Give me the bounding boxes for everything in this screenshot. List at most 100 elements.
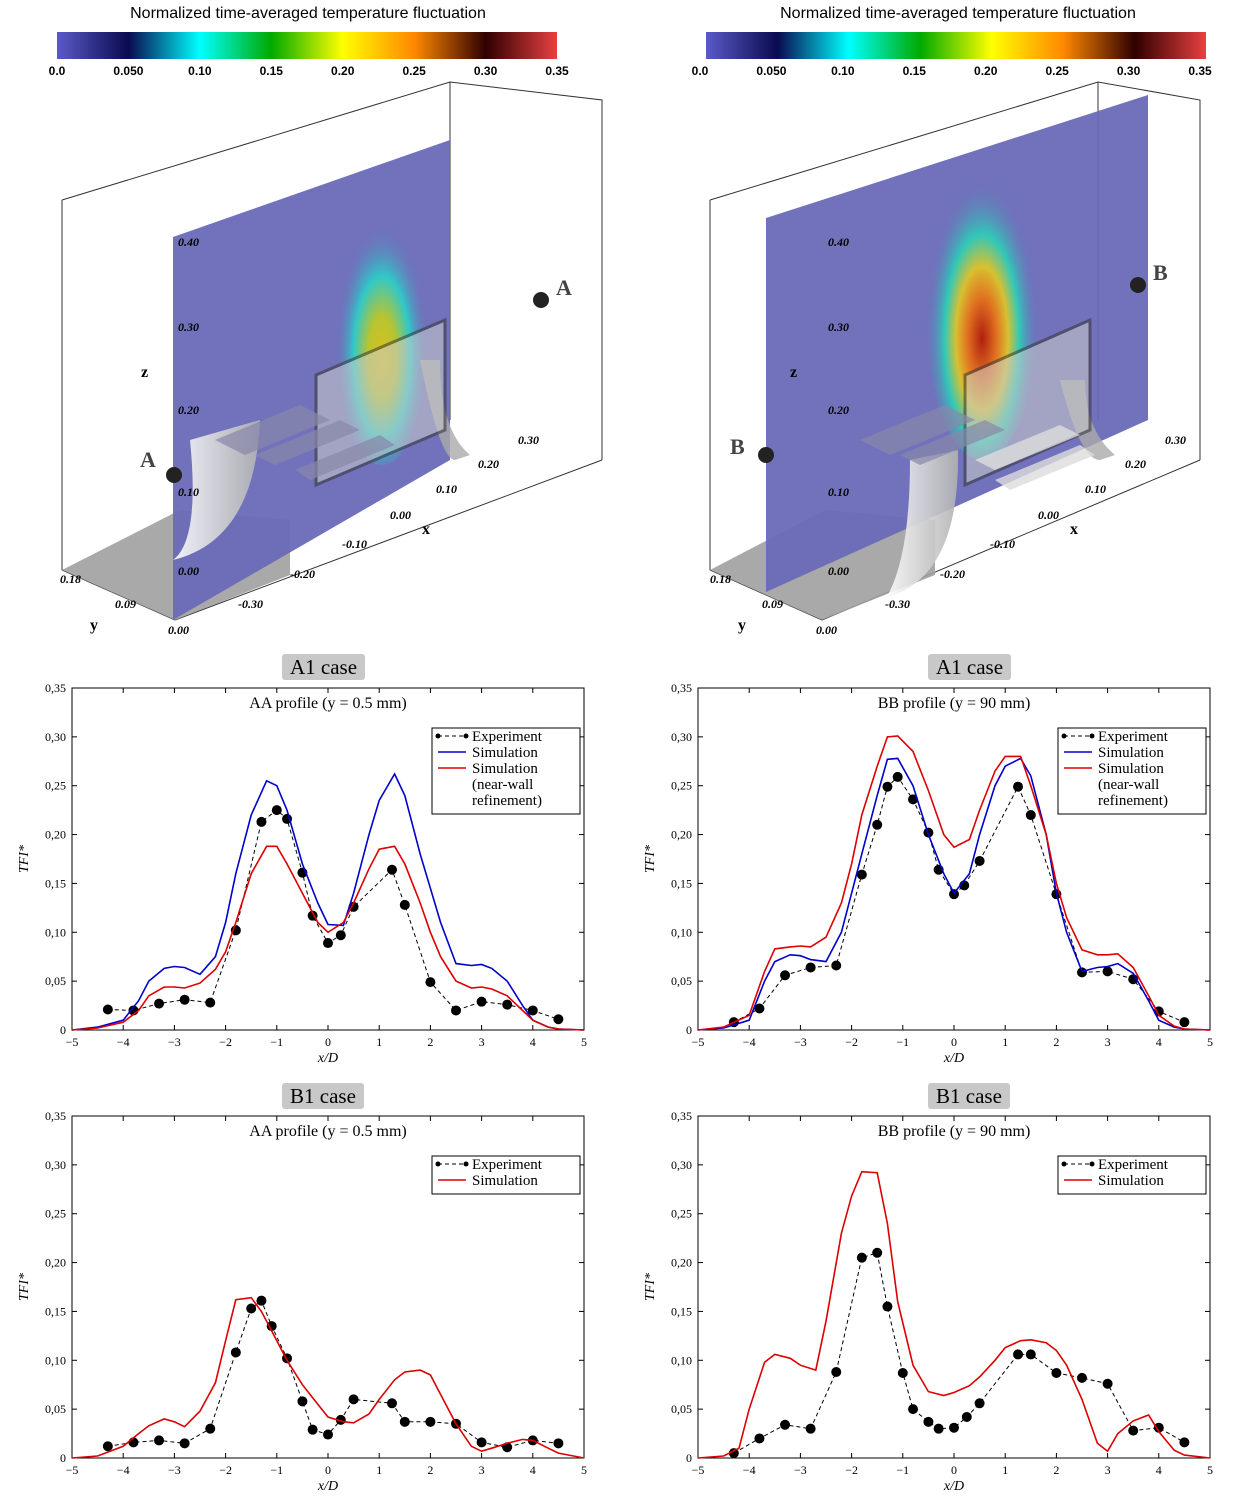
colorbar-tick-label: 0.0 xyxy=(691,64,709,78)
series-line-2 xyxy=(697,735,1211,1031)
x-tick: -0.20 xyxy=(940,567,965,581)
legend-label: Experiment xyxy=(472,1157,543,1173)
experiment-point xyxy=(256,816,267,827)
x-tick: -0.10 xyxy=(990,537,1015,551)
x-axis-label: x/D xyxy=(317,1051,338,1066)
x-tick-label: −4 xyxy=(117,1463,130,1477)
experiment-point xyxy=(949,1422,959,1433)
experiment-point xyxy=(256,1295,267,1306)
y-tick-label: 0,15 xyxy=(671,1304,692,1318)
x-tick-label: 2 xyxy=(427,1463,433,1477)
chart-a1-aa-profile: 0 0,05 0,10 0,15 0,20 0,25 0,30 0,35 −5 −4 −3 −2 −1 0… xyxy=(17,681,587,1066)
z-tick: 0.40 xyxy=(828,235,849,249)
legend-marker xyxy=(463,1161,469,1167)
x-tick-label: −4 xyxy=(743,1463,756,1477)
x-tick-label: 4 xyxy=(1156,1035,1162,1049)
legend-label: Simulation xyxy=(472,761,538,777)
x-axis-label: x/D xyxy=(943,1479,964,1494)
case-label-b1-left: B1 case xyxy=(282,1083,364,1109)
legend-marker xyxy=(435,733,441,739)
z-tick: 0.40 xyxy=(178,235,199,249)
experiment-point xyxy=(323,938,333,949)
probe-label-a-left: A xyxy=(140,447,156,472)
x-tick-label: −3 xyxy=(794,1463,807,1477)
chart-a1-bb-profile: 0 0,05 0,10 0,15 0,20 0,25 0,30 0,35 −5 −4 −3 −2 −1 0… xyxy=(643,681,1213,1066)
y-axis-label: y xyxy=(90,617,98,634)
experiment-point xyxy=(780,970,791,981)
case-label-a1-left: A1 case xyxy=(282,654,366,680)
colorbar-ticks: 0.0 0.050 0.10 0.15 0.20 0.25 0.30 0.35 xyxy=(692,64,1220,80)
series-line-1 xyxy=(71,772,585,1031)
colorbar xyxy=(57,32,557,59)
x-tick-label: −3 xyxy=(168,1463,181,1477)
isosurface-view-3d: B B 0.40 0.30 0.20 0.10 0.00 0.30 0.20 0… xyxy=(709,81,1201,637)
probe-label-b-right: B xyxy=(1153,260,1168,285)
colorbar-tick-label: 0.35 xyxy=(545,64,569,78)
y-tick: 0.18 xyxy=(710,572,731,586)
z-axis-label: z xyxy=(141,364,148,381)
experiment-point xyxy=(805,962,816,973)
legend-box xyxy=(431,727,581,815)
z-tick: 0.10 xyxy=(828,485,849,499)
experiment-point xyxy=(872,819,883,830)
x-tick-label: −1 xyxy=(270,1035,283,1049)
y-tick-label: 0,20 xyxy=(45,1256,66,1270)
experiment-point xyxy=(872,1247,883,1258)
probe-point-b-left xyxy=(758,447,774,463)
y-tick-label: 0,20 xyxy=(45,828,66,842)
legend-label: Simulation xyxy=(1098,1173,1164,1189)
y-tick-label: 0,20 xyxy=(671,1256,692,1270)
x-axis-label: x/D xyxy=(943,1051,964,1066)
x-tick-label: −2 xyxy=(845,1463,858,1477)
y-tick-label: 0,30 xyxy=(45,1158,66,1172)
probe-point-a-left xyxy=(166,467,182,483)
legend-label: Experiment xyxy=(1098,729,1169,745)
x-tick-label: 4 xyxy=(1156,1463,1162,1477)
panel-3d-left: Normalized time-averaged temperature flu… xyxy=(0,0,610,645)
experiment-point xyxy=(179,994,190,1005)
experiment-point xyxy=(425,1416,436,1427)
chart-title: AA profile (y = 0.5 mm) xyxy=(249,1123,406,1140)
series-line-2 xyxy=(71,845,585,1031)
x-tick: -0.20 xyxy=(290,567,315,581)
legend-label: Simulation xyxy=(472,1173,538,1189)
x-tick-label: 2 xyxy=(1053,1035,1059,1049)
series-line-1 xyxy=(71,1296,585,1459)
colorbar-tick-label: 0.30 xyxy=(473,64,498,78)
experiment-point xyxy=(205,997,216,1008)
probe-label-a-right: A xyxy=(556,275,572,300)
y-tick-label: 0,25 xyxy=(45,1207,66,1221)
x-tick-label: −1 xyxy=(896,1035,909,1049)
chart-title: BB profile (y = 90 mm) xyxy=(878,1123,1031,1140)
experiment-point xyxy=(425,977,436,988)
z-tick: 0.10 xyxy=(178,485,199,499)
x-axis-label: x xyxy=(1070,521,1078,538)
experiment-point xyxy=(451,1005,461,1016)
series-line-0 xyxy=(733,776,1185,1023)
experiment-point xyxy=(527,1005,538,1016)
experiment-point xyxy=(246,1303,257,1314)
experiment-point xyxy=(856,869,867,880)
case-label-b1-right: B1 case xyxy=(928,1083,1010,1109)
panel-3d-right: Normalized time-averaged temperature flu… xyxy=(640,0,1248,645)
x-tick-label: −1 xyxy=(270,1463,283,1477)
experiment-point xyxy=(399,1416,410,1427)
experiment-point xyxy=(1179,1017,1190,1028)
legend-box xyxy=(431,1155,581,1195)
experiment-point xyxy=(908,1404,919,1415)
experiment-point xyxy=(892,771,903,782)
experiment-point xyxy=(961,1411,972,1422)
colorbar-tick-label: 0.20 xyxy=(331,64,355,78)
y-axis-label: TFI* xyxy=(17,1273,32,1301)
legend-label: Experiment xyxy=(1098,1157,1169,1173)
experiment-point xyxy=(1153,1422,1164,1433)
experiment-point xyxy=(1013,1349,1023,1360)
experiment-point xyxy=(831,1367,842,1378)
x-tick: -0.30 xyxy=(885,597,910,611)
isosurface-view-3d: A A 0.40 0.30 0.20 0.10 0.00 0.30 0.20 0… xyxy=(60,81,603,637)
legend-label: refinement) xyxy=(472,793,542,809)
y-tick-label: 0,05 xyxy=(45,974,66,988)
legend-label: Simulation xyxy=(472,745,538,761)
y-tick: 0.09 xyxy=(115,597,136,611)
y-axis-label: TFI* xyxy=(643,1273,658,1301)
